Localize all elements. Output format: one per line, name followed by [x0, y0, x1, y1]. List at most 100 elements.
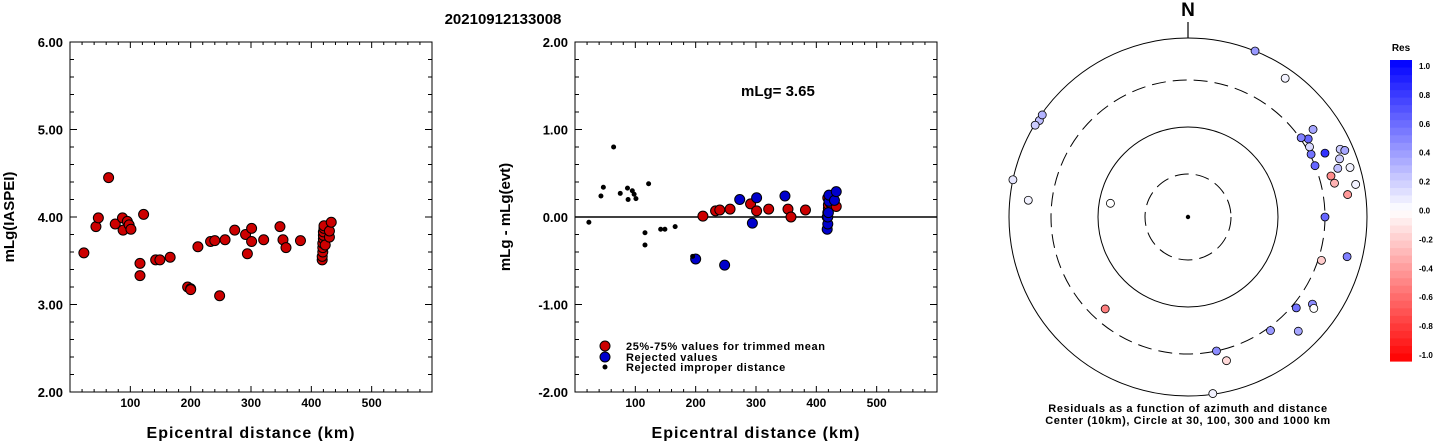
improper-distance-point [624, 185, 630, 191]
colorbar-segment [1390, 353, 1412, 362]
residual-point [724, 203, 736, 215]
mlg-event-annotation: mLg= 3.65 [741, 83, 815, 100]
colorbar-segment [1390, 293, 1412, 302]
improper-distance-point [642, 230, 648, 236]
station-residual-marker [1100, 304, 1110, 314]
data-point [109, 218, 121, 230]
colorbar-segment [1390, 165, 1412, 174]
data-point [78, 247, 90, 259]
station-residual-marker [1291, 303, 1301, 313]
improper-distance-point [672, 224, 678, 230]
x-tick-label: 400 [301, 396, 321, 410]
station-residual-marker [1320, 148, 1330, 158]
data-point [274, 221, 286, 233]
station-residual-marker [1212, 346, 1221, 356]
data-point [214, 290, 226, 302]
station-residual-marker [1030, 120, 1040, 130]
colorbar-segment [1390, 218, 1412, 227]
colorbar-segment [1390, 172, 1412, 181]
data-point [280, 242, 292, 254]
colorbar-segment [1390, 308, 1412, 317]
residual-point [779, 190, 791, 202]
data-point [164, 251, 176, 263]
x-axis-label-2: Epicentral distance (km) [652, 425, 861, 441]
colorbar-segment [1390, 248, 1412, 257]
residual-point [828, 194, 840, 206]
data-point [138, 208, 150, 220]
station-residual-marker [1222, 356, 1231, 366]
y-axis-label-1: mLg(IASPEI) [1, 172, 18, 263]
station-residual-marker [1308, 125, 1318, 134]
station-residual-marker [1320, 212, 1330, 222]
station-residual-marker [1340, 146, 1350, 155]
station-residual-marker [1310, 161, 1320, 171]
data-point [185, 284, 197, 296]
station-residual-marker [1345, 163, 1355, 172]
residual-point [799, 204, 811, 216]
improper-distance-point [600, 184, 606, 190]
data-point [219, 234, 231, 246]
colorbar-segment [1390, 82, 1412, 91]
colorbar-segment [1390, 97, 1412, 106]
colorbar-segment [1390, 180, 1412, 189]
station-residual-marker [1335, 154, 1344, 164]
colorbar-segment [1390, 330, 1412, 340]
y-tick-label: 1.00 [543, 123, 568, 138]
colorbar-tick-label: 0.6 [1419, 120, 1431, 129]
y-tick-label: 0.00 [543, 210, 568, 225]
residual-point [830, 186, 842, 198]
y-tick-label: -1.00 [538, 298, 568, 313]
colorbar-segment [1390, 300, 1412, 309]
colorbar-tick-label: 0.4 [1419, 149, 1431, 158]
residual-point [785, 211, 797, 223]
x-tick-label: 100 [120, 396, 140, 410]
data-point [258, 234, 270, 246]
improper-distance-point [611, 144, 617, 150]
x-axis-label-1: Epicentral distance (km) [147, 425, 356, 441]
improper-distance-point [662, 226, 668, 232]
station-residual-marker [1208, 389, 1218, 398]
colorbar-tick-label: 0.2 [1419, 178, 1431, 187]
figure-title: 20210912133008 [445, 11, 562, 28]
legend-label-improper: Rejected improper distance [626, 362, 786, 374]
colorbar-segment [1390, 210, 1412, 219]
station-residual-marker [1296, 133, 1306, 143]
legend-marker-improper [602, 364, 608, 370]
residual-point [719, 259, 731, 271]
improper-distance-point [642, 242, 648, 248]
y-tick-label: 3.00 [38, 298, 63, 313]
colorbar-segment [1390, 323, 1412, 332]
improper-distance-point [586, 219, 592, 225]
epicenter-marker [1185, 214, 1191, 220]
station-residual-marker [1326, 171, 1336, 181]
station-residual-marker [1106, 198, 1115, 208]
station-residual-marker [1250, 46, 1260, 56]
residual-point [763, 203, 775, 215]
legend: 25%-75% values for trimmed mean Rejected… [599, 340, 826, 374]
colorbar-segment [1390, 338, 1412, 347]
colorbar-title: Res [1392, 43, 1411, 54]
colorbar-segment [1390, 142, 1412, 151]
colorbar-segment [1390, 90, 1412, 99]
colorbar-tick-label: -0.8 [1419, 322, 1433, 331]
panel-residual-vs-distance: 100 200 300 400 500 -2.00 -1.00 0.00 1.00 2.00 mL… [497, 35, 938, 441]
y-tick-label: 6.00 [38, 35, 63, 50]
residual-point [734, 194, 746, 205]
x-tick-label: 500 [867, 396, 887, 410]
y-tick-label: 5.00 [38, 123, 63, 138]
data-point [246, 236, 258, 247]
colorbar-tick-label: -0.2 [1419, 235, 1433, 244]
x-tick-label: 300 [746, 396, 766, 410]
colorbar-tick-label: 0.8 [1419, 91, 1431, 100]
station-residual-marker [1293, 326, 1303, 336]
improper-distance-point [633, 196, 639, 202]
residual-point [697, 210, 709, 222]
x-tick-label: 500 [362, 396, 382, 410]
legend-label-trimmed: 25%-75% values for trimmed mean [626, 341, 826, 353]
data-point [323, 225, 335, 237]
station-residual-marker [1309, 304, 1319, 313]
data-point [209, 235, 221, 247]
colorbar-segment [1390, 233, 1412, 242]
station-residual-marker [1023, 195, 1033, 205]
data-point [134, 270, 146, 282]
